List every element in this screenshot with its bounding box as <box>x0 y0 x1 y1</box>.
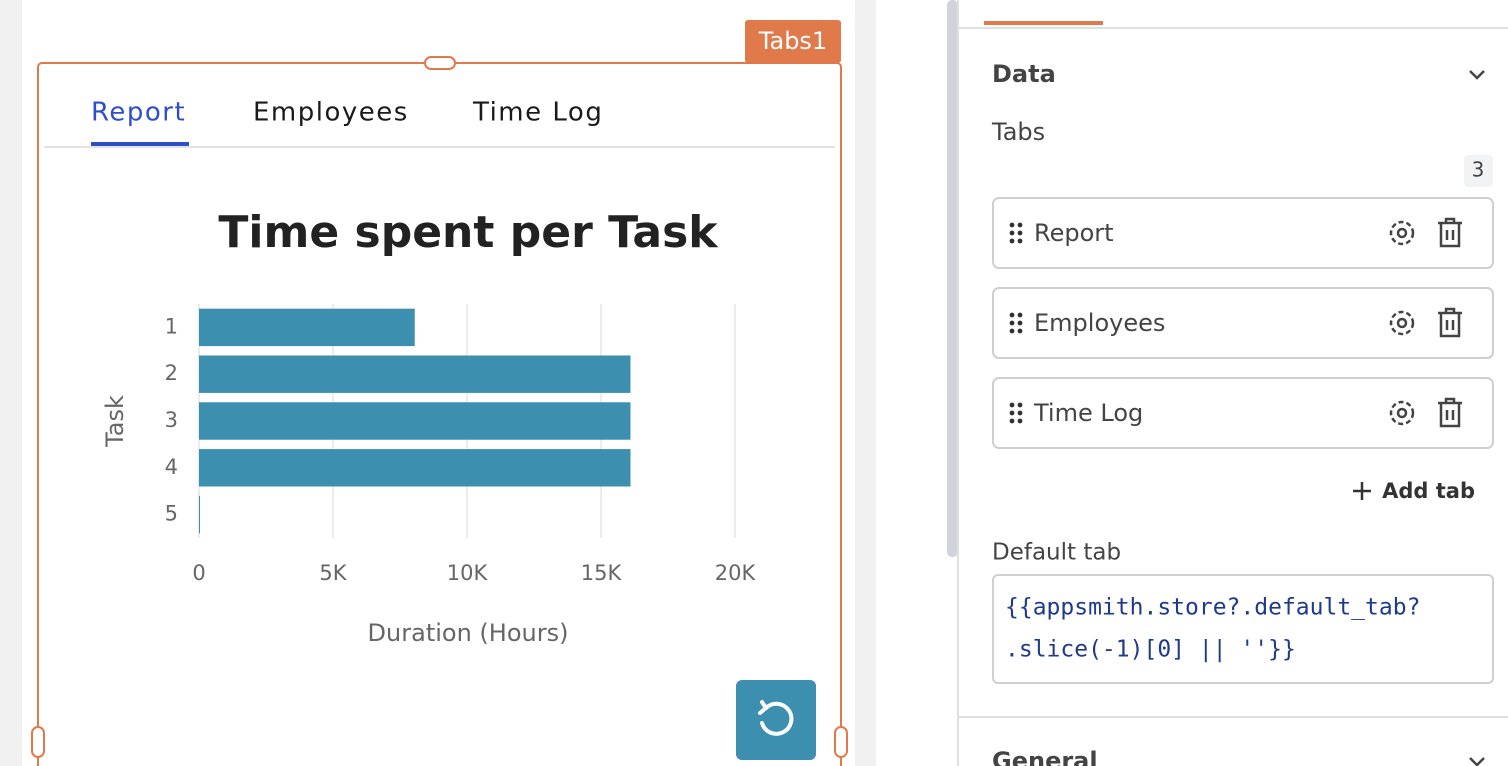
drag-handle[interactable] <box>1017 328 1023 334</box>
drag-handle[interactable] <box>1017 402 1023 408</box>
drag-handle[interactable] <box>1009 222 1015 228</box>
chart-title: Time spent per Task <box>218 207 719 258</box>
x-tick-label: 10K <box>447 561 489 585</box>
settings-icon-center <box>1396 227 1408 239</box>
chevron[interactable] <box>1469 757 1485 766</box>
x-tick-label: 15K <box>581 561 623 585</box>
drag-handle[interactable] <box>1009 410 1015 416</box>
drag-handle[interactable] <box>1009 402 1015 408</box>
canvas-margin <box>855 0 876 766</box>
canvas-margin <box>0 0 22 766</box>
drag-handle[interactable] <box>1017 410 1023 416</box>
reset-button[interactable] <box>736 680 816 760</box>
resize-handle[interactable] <box>31 726 45 758</box>
drag-handle[interactable] <box>1017 230 1023 236</box>
x-axis-label: Duration (Hours) <box>368 619 569 647</box>
field-label: Default tab <box>992 540 1121 566</box>
active-tab-underline <box>91 142 189 146</box>
y-tick-label: 1 <box>165 314 178 338</box>
x-tick-label: 5K <box>319 561 347 585</box>
field-label: Tabs <box>991 118 1045 146</box>
y-tick-label: 2 <box>165 361 178 385</box>
resize-handle[interactable] <box>834 726 848 758</box>
y-tick-label: 5 <box>165 502 178 526</box>
tab-list: Report Employees Time Log <box>992 197 1494 449</box>
drag-handle[interactable] <box>1009 320 1015 326</box>
bar <box>199 449 631 487</box>
y-axis-label: Task <box>101 395 129 448</box>
drag-handle[interactable] <box>1009 418 1015 424</box>
tab-item-name: Employees <box>1034 309 1165 337</box>
drag-handle[interactable] <box>1009 230 1015 236</box>
y-tick-label: 3 <box>165 408 178 432</box>
reset-icon <box>758 700 794 736</box>
drag-handle[interactable] <box>1009 238 1015 244</box>
settings-icon-center <box>1396 317 1408 329</box>
tab[interactable]: Time Log <box>472 98 603 128</box>
settings-icon-center <box>1396 407 1408 419</box>
settings-icon[interactable] <box>1389 310 1415 336</box>
drag-handle[interactable] <box>1009 328 1015 334</box>
code-line: .slice(-1)[0] || ''}} <box>1005 637 1296 663</box>
drag-handle[interactable] <box>1017 312 1023 318</box>
tab-item[interactable] <box>992 287 1494 359</box>
settings-icon[interactable] <box>1389 400 1415 426</box>
tab-item-name: Time Log <box>1033 399 1143 427</box>
plus-icon <box>1353 482 1371 500</box>
drag-handle[interactable] <box>1017 222 1023 228</box>
tab-item-name: Report <box>1034 219 1114 247</box>
code-input[interactable] <box>992 574 1494 684</box>
tab-item[interactable] <box>992 197 1494 269</box>
section-title[interactable]: Data <box>992 60 1056 88</box>
chevron[interactable] <box>1469 70 1485 80</box>
delete-icon[interactable] <box>1438 217 1462 248</box>
pane-tab-underline <box>984 21 1103 25</box>
drag-handle[interactable] <box>1009 312 1015 318</box>
bar <box>199 402 631 440</box>
code-line: {{appsmith.store?.default_tab? <box>1005 595 1420 621</box>
tab-item[interactable] <box>992 377 1494 449</box>
add-tab-button[interactable]: Add tab <box>1382 479 1475 503</box>
settings-icon[interactable] <box>1389 220 1415 246</box>
scrollbar[interactable] <box>947 0 958 557</box>
delete-icon[interactable] <box>1438 307 1462 338</box>
tab[interactable]: Employees <box>253 98 409 128</box>
count-badge <box>1464 155 1493 187</box>
tab-count: 3 <box>1472 158 1485 182</box>
bar <box>199 355 631 393</box>
plot: 0 5K 10K 15K 20K 1 2 3 4 5 <box>165 304 757 585</box>
tab[interactable]: Report <box>91 98 186 128</box>
x-tick-label: 0 <box>192 561 205 585</box>
y-tick-label: 4 <box>165 455 178 479</box>
bar <box>199 308 415 347</box>
widget-label-bg <box>745 20 841 63</box>
resize-handle[interactable] <box>424 56 456 70</box>
drag-handle[interactable] <box>1017 320 1023 326</box>
widget-label[interactable]: Tabs1 <box>758 27 827 55</box>
bar <box>199 495 200 534</box>
delete-icon[interactable] <box>1438 397 1462 428</box>
section-title[interactable]: General <box>992 747 1098 766</box>
x-tick-label: 20K <box>715 561 757 585</box>
drag-handle[interactable] <box>1017 418 1023 424</box>
drag-handle[interactable] <box>1017 238 1023 244</box>
